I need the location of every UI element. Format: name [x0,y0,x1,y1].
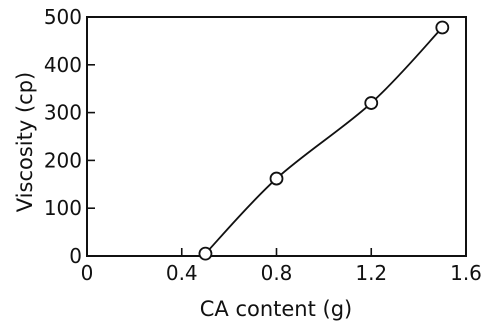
x-tick-label: 0.4 [166,261,198,285]
x-tick-label: 0.8 [261,261,293,285]
y-tick-label: 500 [44,5,82,29]
data-point [364,96,379,110]
y-axis-title: Viscosity (cp) [13,72,37,212]
x-tick-label: 1.6 [450,261,482,285]
data-points [198,20,450,261]
y-tick-label: 0 [69,244,82,268]
x-axis-title: CA content (g) [200,297,353,321]
y-tick-label: 400 [44,53,82,77]
y-axis-ticks: 0 100 200 300 400 500 [44,5,95,268]
data-point [198,246,213,261]
data-point [269,171,284,186]
x-tick-label: 1.2 [355,261,387,285]
series-line [204,26,443,255]
data-point [435,20,450,35]
y-tick-label: 100 [44,196,82,220]
x-axis-ticks: 0 0.4 0.8 1.2 1.6 [81,248,482,285]
plot-frame [86,16,467,257]
y-tick-label: 300 [44,101,82,125]
x-tick-label: 0 [81,261,94,285]
y-tick-label: 200 [44,148,82,172]
